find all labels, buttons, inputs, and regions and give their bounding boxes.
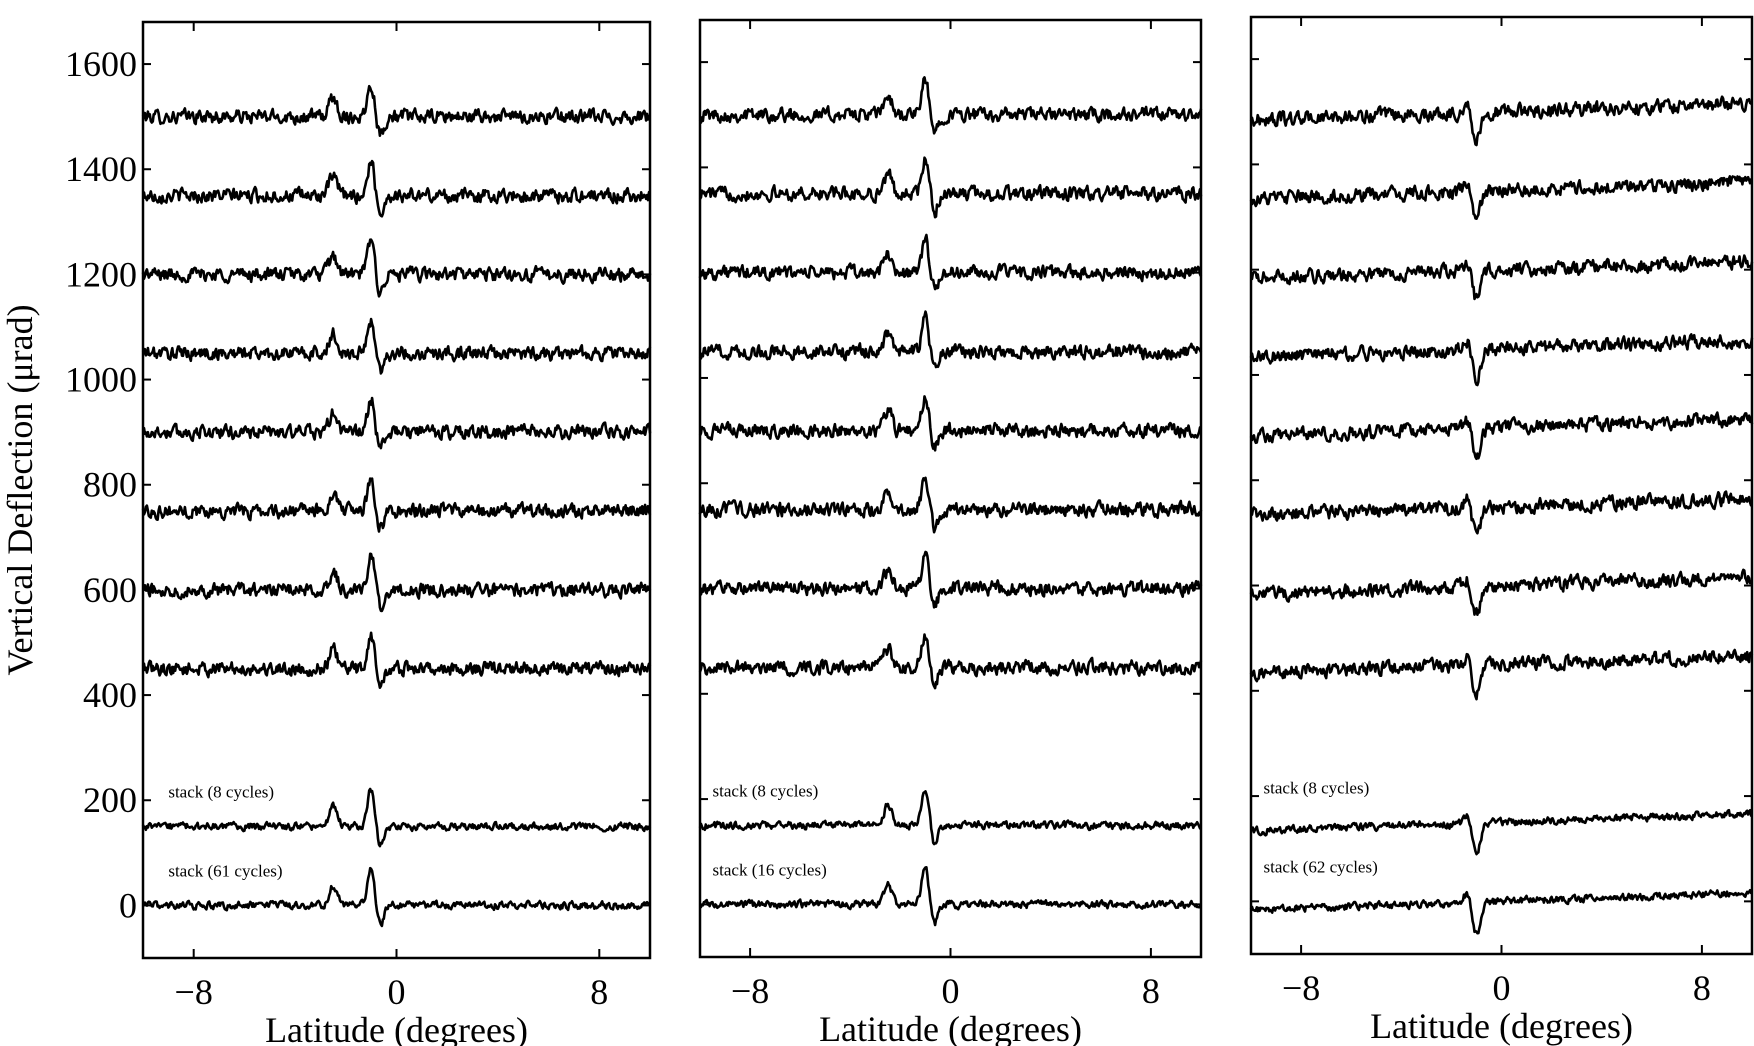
stack-label: stack (62 cycles) [1264,857,1378,876]
cycle-trace [698,395,1202,452]
stack-trace [698,790,1202,846]
cycle-trace [1249,333,1754,387]
cycle-trace [141,477,652,533]
y-tick-label: 1200 [65,254,137,294]
stack-label: stack (16 cycles) [713,860,827,879]
x-axis-title: Latitude (degrees) [819,1009,1082,1046]
x-tick-label: −8 [175,972,213,1012]
stack-label: stack (8 cycles) [168,783,274,802]
x-tick-label: 8 [590,972,608,1012]
cycle-trace [141,238,652,298]
cycle-trace [698,156,1203,219]
cycle-trace [698,76,1203,135]
stack-label: stack (8 cycles) [713,781,819,800]
stack-trace [699,865,1202,927]
cycle-trace [1249,95,1753,147]
x-tick-label: −8 [731,971,769,1011]
cycle-trace [698,310,1203,369]
stack-trace [141,787,652,848]
cycle-trace [141,84,651,137]
x-tick-label: 0 [388,972,406,1012]
x-tick-label: 8 [1693,968,1711,1008]
y-axis-title: Vertical Deflection (μrad) [0,304,40,675]
cycle-trace [698,233,1203,291]
stack-trace [1249,888,1754,935]
stack-label: stack (8 cycles) [1264,778,1370,797]
cycle-trace [698,550,1203,609]
cycle-trace [141,552,652,613]
cycle-trace [1249,648,1754,701]
cycle-trace [141,159,651,218]
panel-2: −8 0 8 Latitude (degrees) stack (8 cycles) st… [698,18,1203,1046]
cycle-trace [698,476,1203,534]
y-tick-label: 0 [119,885,137,925]
x-tick-label: 8 [1142,971,1160,1011]
x-tick-label: 0 [942,971,960,1011]
panel-3: −8 0 8 Latitude (degrees) stack (8 cycles) st… [1249,15,1754,1046]
plot-frame [698,18,1203,959]
cycle-trace [141,631,652,690]
cycle-trace [1249,568,1753,617]
x-tick-label: −8 [1282,968,1320,1008]
y-tick-label: 1000 [65,360,137,400]
y-tick-label: 800 [83,465,137,505]
y-tick-label: 200 [83,780,137,820]
y-tick-label: 1600 [65,44,137,84]
stack-label: stack (61 cycles) [168,861,282,880]
y-tick-label: 600 [83,570,137,610]
y-tick-label: 1400 [65,149,137,189]
cycle-trace [1250,254,1754,301]
cycle-trace [141,396,652,450]
x-axis-title: Latitude (degrees) [1370,1006,1633,1046]
plot-frame [141,20,652,960]
y-tick-label: 400 [83,675,137,715]
cycle-trace [1249,175,1753,220]
cycle-trace [1250,490,1753,535]
cycle-trace [141,317,652,375]
cycle-trace [1249,411,1754,461]
x-axis-title: Latitude (degrees) [265,1010,528,1046]
cycle-trace [698,633,1203,690]
panel-1: 0 200 400 600 800 1000 1200 1400 1600 −8 0 8 Latitud… [65,20,652,1046]
stack-trace [142,866,652,928]
x-tick-label: 0 [1493,968,1511,1008]
stack-trace [1250,808,1754,856]
